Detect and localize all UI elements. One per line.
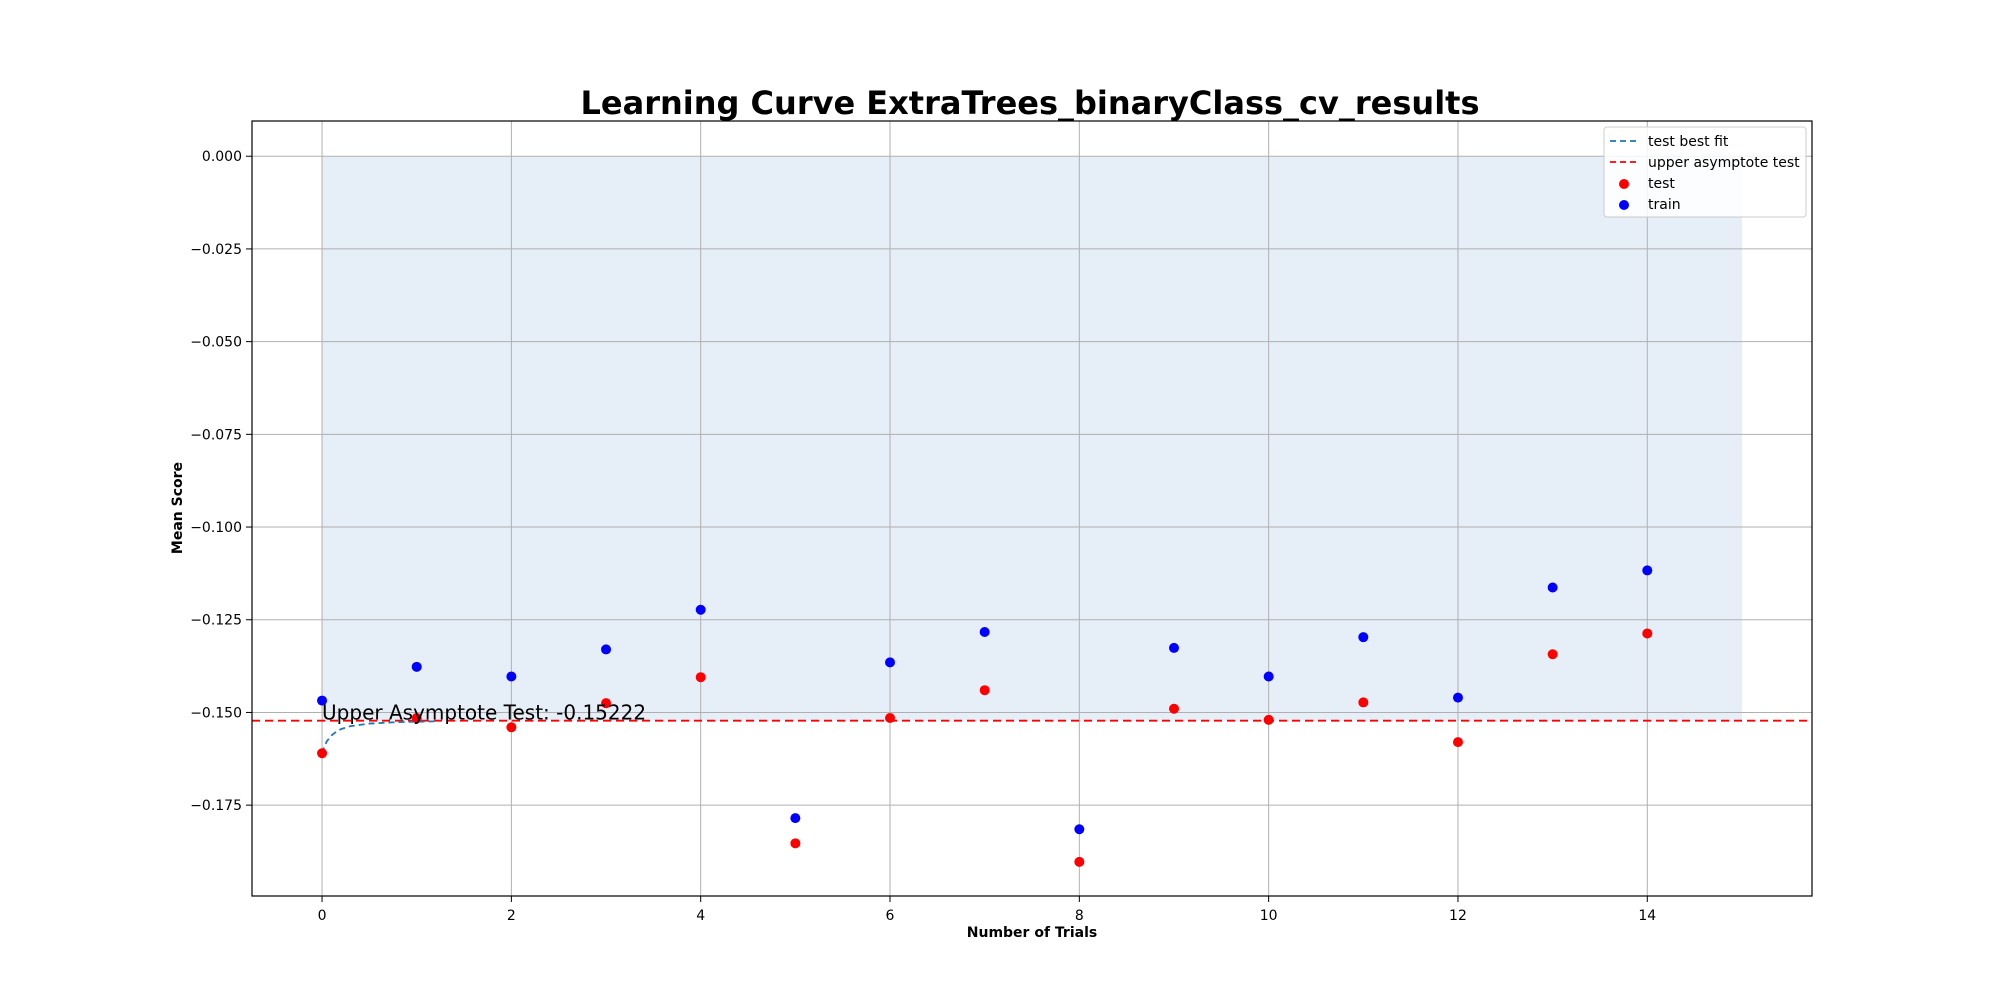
train-point	[1547, 582, 1558, 593]
x-tick-label: 4	[696, 908, 705, 924]
train-point	[506, 671, 517, 682]
test-point	[1642, 628, 1653, 639]
train-point	[1642, 565, 1653, 576]
legend-marker	[1619, 179, 1629, 189]
train-point	[1358, 632, 1369, 643]
x-tick-label: 14	[1638, 908, 1656, 924]
x-tick-label: 2	[507, 908, 516, 924]
y-tick-label: −0.075	[190, 427, 242, 443]
test-point	[411, 713, 422, 724]
y-axis-label: Mean Score	[170, 462, 186, 554]
legend-entry: train	[1619, 197, 1681, 213]
y-tick-label: 0.000	[202, 149, 242, 165]
train-point	[317, 695, 328, 706]
x-tick-label: 10	[1260, 908, 1278, 924]
y-tick-label: −0.100	[190, 520, 242, 536]
y-tick-label: −0.025	[190, 242, 242, 258]
legend-label: train	[1648, 197, 1681, 213]
train-point	[601, 644, 612, 655]
chart-title: Learning Curve ExtraTrees_binaryClass_cv…	[581, 84, 1480, 122]
legend-label: test best fit	[1648, 134, 1729, 150]
test-point	[506, 722, 517, 733]
legend-box	[1603, 126, 1807, 218]
test-point	[1547, 649, 1558, 660]
test-point	[1168, 703, 1179, 714]
train-point	[411, 661, 422, 672]
legend-entry: test best fit	[1610, 134, 1729, 150]
train-point	[1452, 692, 1463, 703]
train-point	[1263, 671, 1274, 682]
test-point	[1452, 737, 1463, 748]
y-tick-label: −0.175	[190, 798, 242, 814]
test-best-fit-line	[321, 720, 436, 754]
train-point	[1168, 642, 1179, 653]
legend-label: upper asymptote test	[1648, 155, 1800, 171]
x-tick-label: 6	[886, 908, 895, 924]
test-point	[979, 685, 990, 696]
x-axis-label: Number of Trials	[967, 925, 1097, 941]
confidence-band	[322, 156, 1742, 721]
legend: test best fit upper asymptote test test tra…	[1603, 126, 1807, 218]
test-point	[601, 698, 612, 709]
test-point	[1263, 714, 1274, 725]
asymptote-annotation: Upper Asymptote Test: -0.15222	[322, 701, 646, 725]
legend-marker	[1619, 200, 1629, 210]
train-point	[885, 657, 896, 668]
plot-area-frame	[251, 120, 1813, 897]
legend-entry: test	[1619, 176, 1675, 192]
y-tick-label: −0.150	[190, 705, 242, 721]
test-point	[317, 748, 328, 759]
y-tick-label: −0.125	[190, 613, 242, 629]
test-point	[695, 672, 706, 683]
y-tick-label: −0.050	[190, 335, 242, 351]
train-point	[1074, 824, 1085, 835]
x-tick-label: 8	[1075, 908, 1084, 924]
legend-entry: upper asymptote test	[1610, 155, 1800, 171]
test-point	[790, 838, 801, 849]
x-tick-label: 0	[318, 908, 327, 924]
test-point	[1074, 856, 1085, 867]
train-point	[695, 604, 706, 615]
legend-label: test	[1648, 176, 1675, 192]
test-point	[1358, 697, 1369, 708]
x-tick-label: 12	[1449, 908, 1467, 924]
test-point	[885, 713, 896, 724]
train-point	[790, 813, 801, 824]
train-point	[979, 626, 990, 637]
